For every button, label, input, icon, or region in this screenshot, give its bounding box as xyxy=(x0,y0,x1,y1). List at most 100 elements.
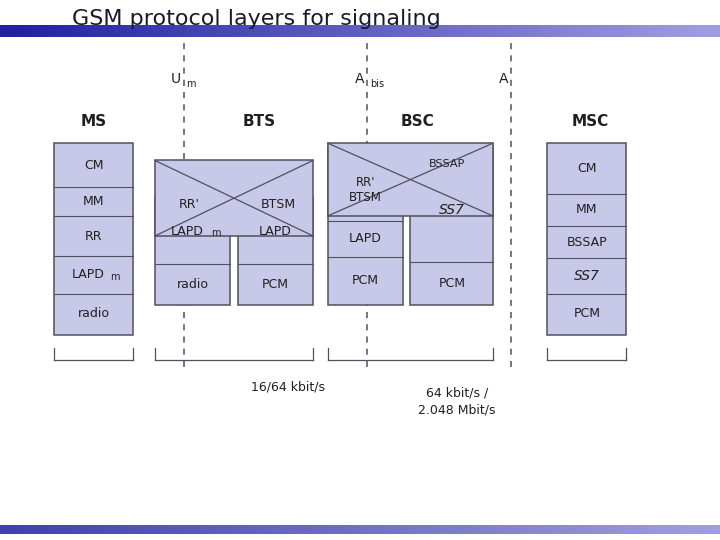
Bar xyxy=(456,25,462,37)
Bar xyxy=(450,525,456,534)
Text: GSM protocol layers for signaling: GSM protocol layers for signaling xyxy=(72,9,441,29)
Bar xyxy=(312,25,318,37)
Bar xyxy=(192,25,198,37)
Bar xyxy=(630,525,636,534)
Bar xyxy=(390,525,396,534)
Bar xyxy=(174,25,180,37)
Bar xyxy=(714,25,720,37)
Bar xyxy=(312,525,318,534)
Bar xyxy=(654,525,660,534)
Bar xyxy=(612,25,618,37)
Bar xyxy=(162,25,168,37)
Bar xyxy=(366,25,372,37)
Bar xyxy=(60,25,66,37)
Bar xyxy=(114,25,120,37)
Bar xyxy=(180,25,186,37)
Bar xyxy=(360,25,366,37)
Bar xyxy=(24,25,30,37)
Bar xyxy=(155,197,230,305)
Bar xyxy=(240,25,246,37)
Bar xyxy=(108,525,114,534)
Bar xyxy=(426,25,432,37)
Bar xyxy=(138,25,144,37)
Text: m: m xyxy=(110,272,120,282)
Bar xyxy=(498,525,504,534)
Text: BSSAP: BSSAP xyxy=(428,159,465,168)
Bar xyxy=(492,25,498,37)
Bar xyxy=(360,525,366,534)
Bar xyxy=(564,25,570,37)
Bar xyxy=(204,525,210,534)
Bar xyxy=(384,525,390,534)
Text: U: U xyxy=(171,72,181,86)
Bar xyxy=(660,25,666,37)
Bar xyxy=(540,525,546,534)
Bar xyxy=(636,25,642,37)
Bar xyxy=(636,525,642,534)
Bar xyxy=(36,525,42,534)
Bar xyxy=(306,25,312,37)
Bar xyxy=(486,525,492,534)
Bar xyxy=(246,25,252,37)
Bar xyxy=(372,25,378,37)
Text: bis: bis xyxy=(370,79,384,89)
Bar xyxy=(54,25,60,37)
Bar xyxy=(234,525,240,534)
Bar xyxy=(588,25,594,37)
Text: BSSAP: BSSAP xyxy=(567,235,607,249)
Bar xyxy=(516,525,522,534)
Bar xyxy=(324,525,330,534)
Bar xyxy=(12,25,18,37)
Bar xyxy=(66,25,72,37)
Bar xyxy=(564,525,570,534)
Bar xyxy=(570,525,576,534)
Bar xyxy=(690,25,696,37)
Bar xyxy=(432,525,438,534)
Bar xyxy=(78,25,84,37)
Bar xyxy=(642,525,648,534)
Bar xyxy=(216,25,222,37)
Bar xyxy=(708,525,714,534)
Bar xyxy=(606,525,612,534)
Bar xyxy=(342,25,348,37)
Bar xyxy=(252,25,258,37)
Bar xyxy=(276,525,282,534)
Bar xyxy=(96,25,102,37)
Bar xyxy=(330,25,336,37)
Bar xyxy=(120,25,126,37)
Text: MSC: MSC xyxy=(572,114,609,129)
Bar xyxy=(354,25,360,37)
Bar xyxy=(126,525,132,534)
Bar xyxy=(24,525,30,534)
Bar xyxy=(606,25,612,37)
Bar xyxy=(36,25,42,37)
Bar xyxy=(438,525,444,534)
Bar xyxy=(600,25,606,37)
Bar xyxy=(402,25,408,37)
Text: radio: radio xyxy=(78,307,109,320)
Bar xyxy=(396,525,402,534)
Bar xyxy=(702,525,708,534)
Bar xyxy=(348,525,354,534)
Bar xyxy=(210,25,216,37)
Text: CM: CM xyxy=(84,159,104,172)
Bar xyxy=(648,25,654,37)
Bar xyxy=(84,25,90,37)
Bar xyxy=(336,25,342,37)
Text: MM: MM xyxy=(83,195,104,208)
Text: LAPD: LAPD xyxy=(349,233,382,246)
Bar xyxy=(522,525,528,534)
Text: BTS: BTS xyxy=(243,114,276,129)
Bar xyxy=(54,143,133,335)
Bar xyxy=(318,25,324,37)
Bar xyxy=(474,25,480,37)
Bar xyxy=(444,525,450,534)
Bar xyxy=(198,25,204,37)
Bar xyxy=(702,25,708,37)
Bar xyxy=(438,25,444,37)
Bar xyxy=(126,25,132,37)
Bar xyxy=(168,525,174,534)
Bar xyxy=(246,525,252,534)
Bar xyxy=(708,25,714,37)
Bar xyxy=(6,25,12,37)
